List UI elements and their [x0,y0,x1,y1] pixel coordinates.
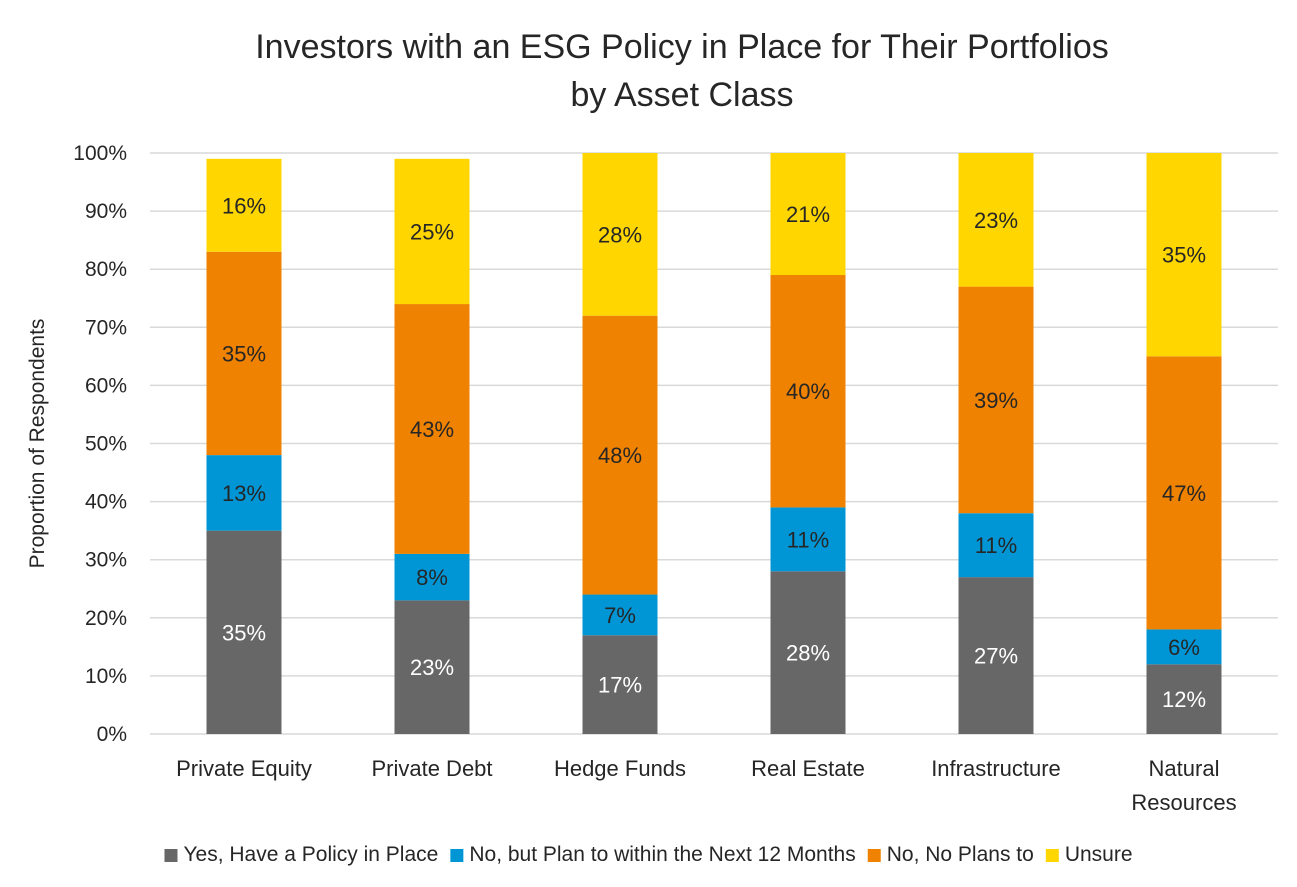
gridlines [150,152,1278,735]
y-axis-ticks: 0% 10% 20% 30% 40% 50% 60% 70% 80% 90% 100% [73,142,127,746]
bar-segment [958,513,1034,578]
data-labels: 35% 13% 35% 16% 23% 8% 43% 25% 17% 7% 48% 28% 28% 11%… [222,193,1206,712]
bar-segment [770,507,846,572]
data-label: 6% [1168,635,1200,660]
y-axis-title: Proportion of Respondents [26,319,49,569]
chart-title-line: by Asset Class [571,76,794,114]
data-label: 23% [974,208,1018,233]
y-tick-label: 90% [85,200,127,223]
data-label: 21% [786,202,830,227]
x-category-label: Infrastructure [931,756,1061,781]
x-category-label: Hedge Funds [554,756,686,781]
x-category-label: Natural [1149,756,1220,781]
x-category-label: Resources [1131,790,1236,815]
bar-segment [394,553,470,601]
bar-segment [1146,629,1222,665]
data-label: 23% [410,655,454,680]
bar-segment [394,600,470,734]
bar-segment [582,315,658,595]
bars [206,153,1222,734]
legend: Yes, Have a Policy in Place No, but Plan … [164,843,1133,866]
bar-segment [206,158,282,252]
legend-label: No, but Plan to within the Next 12 Month… [469,843,855,866]
bar-segment [394,158,470,305]
y-tick-label: 100% [73,142,127,165]
data-label: 27% [974,644,1018,669]
bar-segment [958,286,1034,514]
data-label: 12% [1162,687,1206,712]
bar-segment [958,577,1034,734]
legend-label: Unsure [1065,843,1133,866]
bar-segment [770,571,846,734]
bar-segment [582,153,658,316]
x-category-label: Private Debt [371,756,492,781]
data-label: 28% [598,222,642,247]
bar-segment [1146,153,1222,357]
bar-segment [770,275,846,508]
bar-segment [582,594,658,636]
legend-label: No, No Plans to [887,843,1034,866]
data-label: 11% [975,533,1017,558]
y-tick-label: 0% [97,723,127,746]
data-label: 28% [786,641,830,666]
bar-segment [206,251,282,456]
legend-item: Unsure [1045,843,1133,866]
data-label: 35% [222,620,266,645]
y-tick-label: 20% [85,607,127,630]
data-label: 40% [786,379,830,404]
bar-segment [206,530,282,734]
y-tick-label: 60% [85,374,127,397]
chart-title: Investors with an ESG Policy in Place fo… [255,28,1109,114]
bar-segment [1146,664,1222,734]
legend-swatch [867,849,881,862]
legend-swatch [1045,849,1059,862]
bar-segment [206,455,282,531]
bar-segment [582,635,658,734]
data-label: 25% [410,219,454,244]
y-tick-label: 40% [85,491,127,514]
chart-title-line: Investors with an ESG Policy in Place fo… [255,28,1109,66]
bar-segment [958,153,1034,287]
legend-swatch [450,849,464,862]
legend-label: Yes, Have a Policy in Place [183,843,438,866]
y-tick-label: 50% [85,433,127,456]
data-label: 7% [604,603,636,628]
x-axis-categories: Private Equity Private Debt Hedge Funds Rea… [176,756,1236,815]
data-label: 43% [410,417,454,442]
data-label: 13% [222,481,266,506]
legend-item: No, but Plan to within the Next 12 Month… [450,843,856,866]
bar-segment [394,304,470,554]
data-label: 11% [787,527,829,552]
data-label: 39% [974,388,1018,413]
bar-segment [1146,356,1222,630]
data-label: 16% [222,193,266,218]
data-label: 35% [222,341,266,366]
data-label: 48% [598,443,642,468]
data-label: 8% [416,565,448,590]
data-label: 17% [598,673,642,698]
data-label: 35% [1162,243,1206,268]
legend-item: No, No Plans to [867,843,1034,866]
legend-swatch [164,849,178,862]
y-tick-label: 70% [85,316,127,339]
x-category-label: Private Equity [176,756,312,781]
y-axis-label: Proportion of Respondents [26,319,49,569]
legend-item: Yes, Have a Policy in Place [164,843,438,866]
data-label: 47% [1162,481,1206,506]
bar-segment [770,153,846,276]
y-tick-label: 80% [85,258,127,281]
y-tick-label: 10% [85,665,127,688]
y-tick-label: 30% [85,549,127,572]
x-category-label: Real Estate [751,756,865,781]
